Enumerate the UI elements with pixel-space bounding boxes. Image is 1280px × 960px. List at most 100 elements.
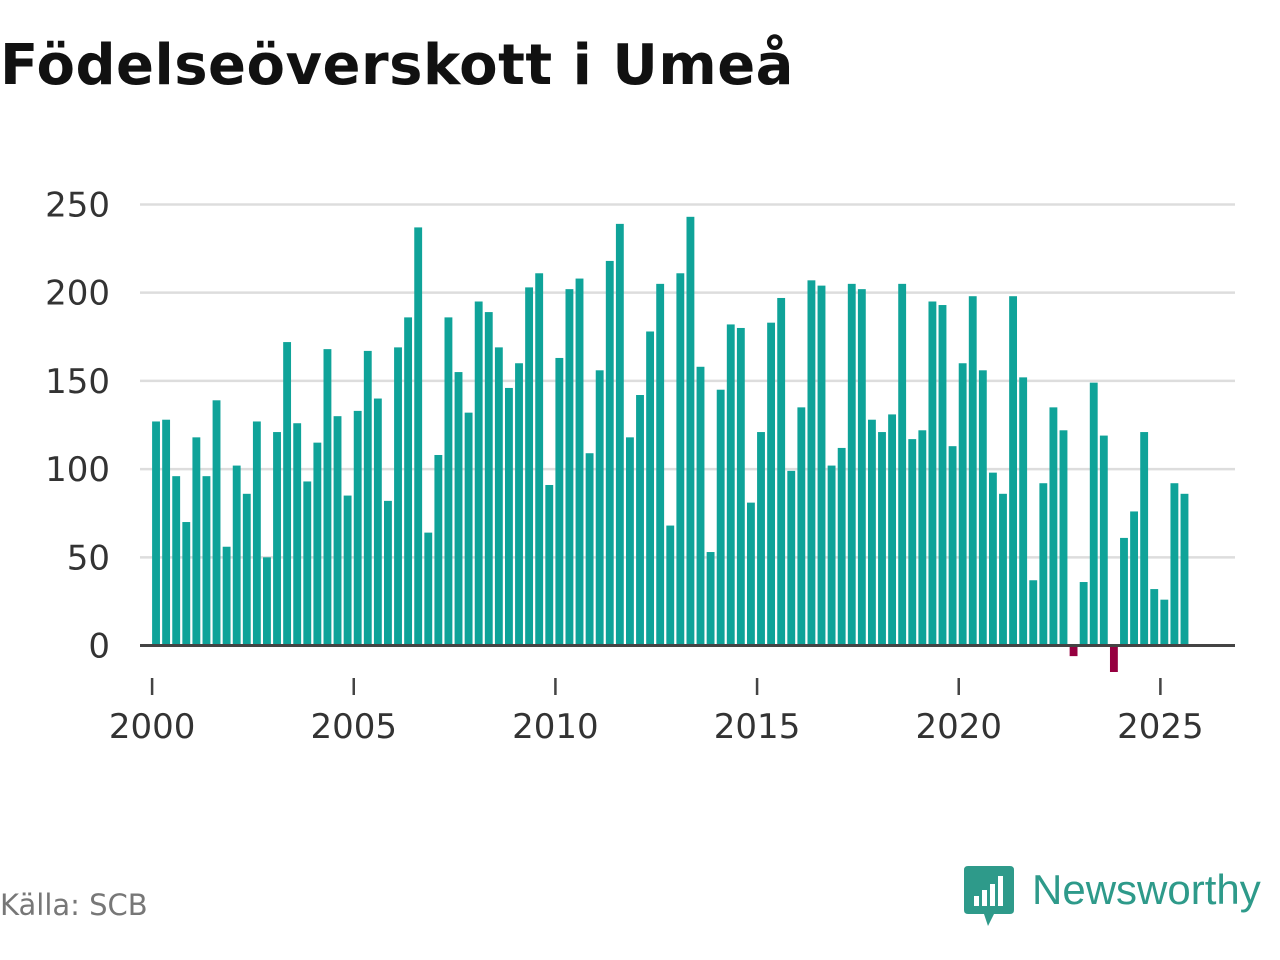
bar bbox=[182, 522, 191, 646]
bar bbox=[1170, 483, 1179, 646]
x-tick-label: 2020 bbox=[915, 707, 1002, 747]
x-tick-label: 2010 bbox=[512, 707, 599, 747]
bar bbox=[636, 395, 644, 646]
bar bbox=[1140, 432, 1149, 646]
bar bbox=[988, 472, 997, 646]
bar bbox=[494, 347, 503, 646]
bar bbox=[726, 324, 735, 646]
x-tick-label: 2000 bbox=[109, 707, 196, 747]
axes: 0 50 100 150 200 250 2000 2005 2010 2015 2020 2025 bbox=[45, 185, 1235, 747]
bar bbox=[615, 223, 624, 646]
bar bbox=[162, 419, 171, 646]
bar bbox=[555, 357, 564, 646]
bar bbox=[283, 342, 292, 646]
bar bbox=[1160, 599, 1169, 646]
bar bbox=[515, 363, 523, 646]
bar bbox=[746, 502, 755, 646]
bar bbox=[666, 525, 675, 646]
bar bbox=[293, 423, 302, 646]
bar bbox=[1029, 580, 1038, 646]
bar bbox=[384, 500, 392, 646]
bar bbox=[978, 370, 987, 646]
bar bbox=[373, 398, 382, 646]
bar bbox=[777, 297, 786, 646]
bars bbox=[152, 216, 1189, 672]
bar bbox=[1089, 382, 1098, 646]
bar bbox=[1120, 537, 1128, 646]
bar bbox=[656, 283, 665, 646]
bar bbox=[343, 495, 352, 646]
bar bbox=[605, 260, 614, 646]
bar bbox=[948, 446, 957, 646]
bar bbox=[938, 305, 947, 646]
bar bbox=[1109, 645, 1118, 672]
bar bbox=[827, 465, 836, 646]
bar bbox=[474, 301, 483, 646]
bar bbox=[1059, 430, 1068, 646]
bar bbox=[696, 366, 705, 646]
y-tick-label: 250 bbox=[45, 185, 110, 225]
bar bbox=[686, 216, 695, 646]
newsworthy-logo-icon bbox=[964, 866, 1014, 926]
bar bbox=[847, 283, 856, 646]
bar bbox=[787, 470, 796, 646]
bar bbox=[232, 465, 241, 646]
bar bbox=[1130, 511, 1139, 646]
bar bbox=[363, 350, 372, 646]
x-tick-label: 2025 bbox=[1117, 707, 1204, 747]
brand-name: Newsworthy bbox=[1032, 866, 1261, 913]
bar bbox=[353, 410, 362, 646]
bar bbox=[1009, 296, 1018, 646]
bar bbox=[444, 317, 453, 646]
bar bbox=[242, 493, 251, 646]
bar bbox=[1180, 493, 1189, 646]
bar bbox=[867, 419, 876, 646]
bar bbox=[303, 481, 312, 646]
bar bbox=[1150, 589, 1159, 646]
source-label: Källa: SCB bbox=[0, 888, 148, 922]
chart-title: Födelseöverskott i Umeå bbox=[0, 33, 794, 98]
y-tick-label: 50 bbox=[67, 538, 110, 578]
bar bbox=[757, 432, 765, 646]
bar bbox=[625, 437, 634, 646]
bar bbox=[706, 552, 715, 646]
bar bbox=[999, 493, 1007, 646]
bar bbox=[252, 421, 261, 646]
bar bbox=[484, 312, 493, 646]
bar bbox=[817, 285, 826, 646]
bar bbox=[152, 421, 160, 646]
bar bbox=[464, 412, 473, 646]
bar bbox=[1039, 483, 1048, 646]
bar bbox=[172, 476, 181, 646]
bar bbox=[525, 287, 534, 646]
bar bbox=[878, 432, 886, 646]
bar bbox=[585, 453, 594, 646]
bar bbox=[928, 301, 937, 646]
bar bbox=[807, 280, 816, 646]
bar bbox=[908, 439, 917, 646]
y-tick-label: 0 bbox=[88, 627, 110, 667]
bar bbox=[736, 327, 745, 646]
bar bbox=[918, 430, 927, 646]
bar bbox=[263, 557, 271, 646]
bar bbox=[767, 322, 776, 646]
bar bbox=[192, 437, 201, 646]
bar bbox=[535, 273, 544, 646]
bar bbox=[575, 278, 584, 646]
bar bbox=[898, 283, 907, 646]
bar bbox=[1079, 582, 1088, 646]
x-tick-label: 2005 bbox=[310, 707, 397, 747]
x-tick-label: 2015 bbox=[714, 707, 801, 747]
bar bbox=[414, 227, 423, 646]
bar bbox=[424, 532, 433, 646]
bar bbox=[716, 389, 725, 646]
y-tick-label: 150 bbox=[45, 362, 110, 402]
bar bbox=[505, 387, 513, 646]
y-tick-label: 200 bbox=[45, 274, 110, 314]
bar bbox=[857, 289, 866, 646]
bar bbox=[676, 273, 685, 646]
bar bbox=[545, 484, 554, 646]
bar bbox=[273, 432, 281, 646]
bar bbox=[958, 363, 967, 646]
bar bbox=[394, 347, 402, 646]
